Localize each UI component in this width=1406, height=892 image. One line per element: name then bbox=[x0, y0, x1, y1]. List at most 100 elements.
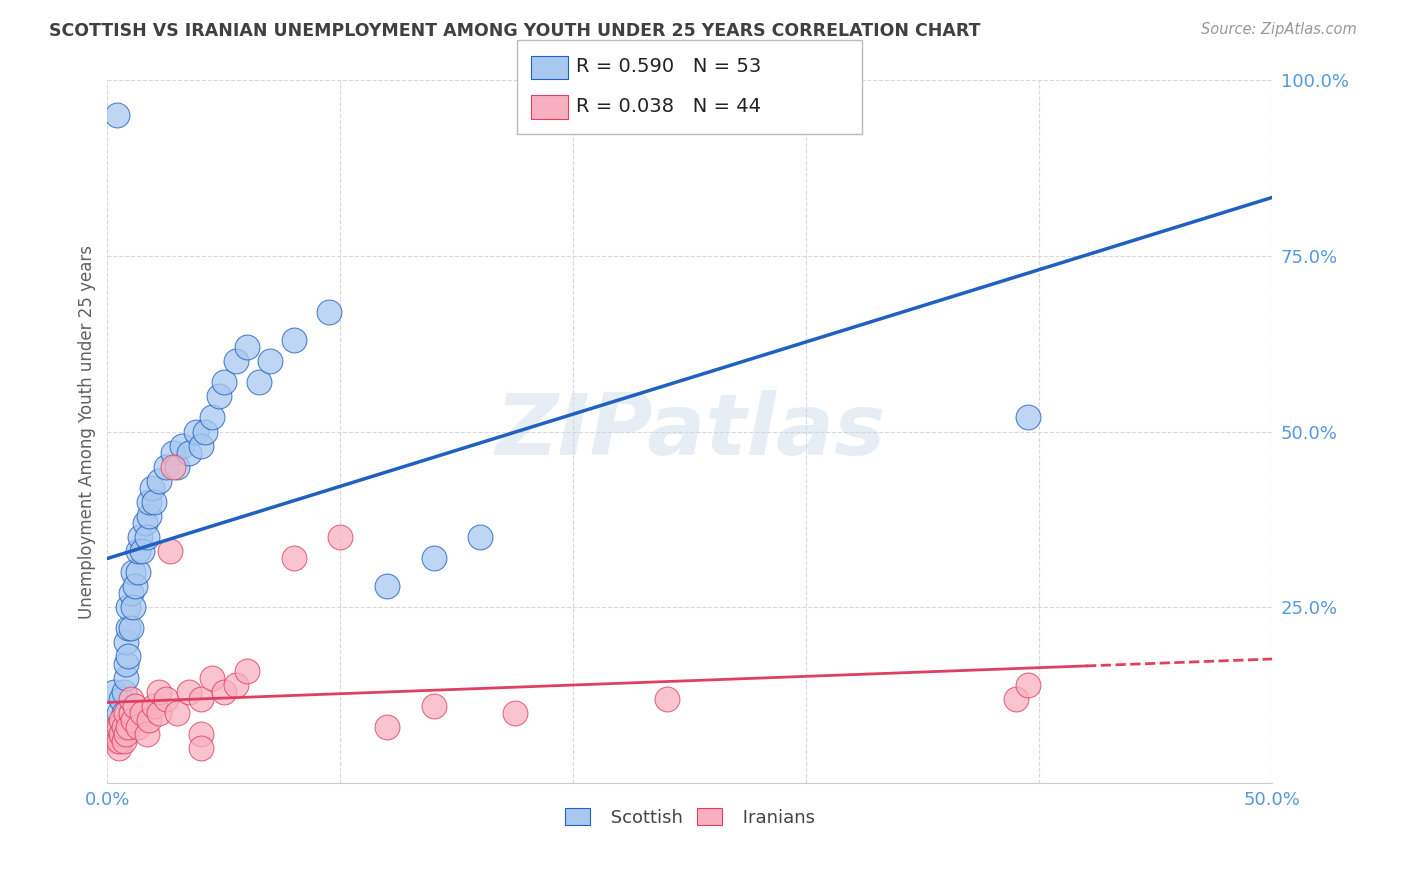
Point bbox=[177, 684, 200, 698]
Point bbox=[236, 664, 259, 678]
Y-axis label: Unemployment Among Youth under 25 years: Unemployment Among Youth under 25 years bbox=[79, 244, 96, 618]
Point bbox=[190, 439, 212, 453]
Point bbox=[212, 684, 235, 698]
Point bbox=[162, 445, 184, 459]
Point bbox=[201, 410, 224, 425]
Point bbox=[422, 551, 444, 566]
Point bbox=[131, 544, 153, 558]
Point bbox=[117, 621, 139, 635]
Point bbox=[120, 691, 142, 706]
Point bbox=[136, 530, 159, 544]
Point bbox=[134, 516, 156, 530]
Point bbox=[1005, 691, 1028, 706]
Point bbox=[259, 354, 281, 368]
Point bbox=[283, 333, 305, 347]
Point bbox=[138, 713, 160, 727]
Point bbox=[124, 579, 146, 593]
Point bbox=[108, 740, 131, 755]
Point bbox=[115, 706, 138, 720]
Point bbox=[115, 727, 138, 741]
Point bbox=[375, 720, 398, 734]
Point bbox=[194, 425, 217, 439]
Point bbox=[166, 459, 188, 474]
Point bbox=[655, 691, 678, 706]
Point bbox=[108, 706, 131, 720]
Text: SCOTTISH VS IRANIAN UNEMPLOYMENT AMONG YOUTH UNDER 25 YEARS CORRELATION CHART: SCOTTISH VS IRANIAN UNEMPLOYMENT AMONG Y… bbox=[49, 22, 981, 40]
Point bbox=[470, 530, 492, 544]
Point bbox=[155, 459, 177, 474]
Point bbox=[131, 706, 153, 720]
Point bbox=[112, 720, 135, 734]
Point bbox=[1017, 410, 1039, 425]
Point bbox=[155, 691, 177, 706]
Point bbox=[184, 425, 207, 439]
Point bbox=[208, 389, 231, 403]
Point bbox=[112, 727, 135, 741]
Point bbox=[103, 727, 125, 741]
Text: ZIPatlas: ZIPatlas bbox=[495, 390, 884, 473]
Point bbox=[105, 108, 128, 122]
Point bbox=[129, 530, 152, 544]
Point bbox=[117, 649, 139, 664]
Point bbox=[1017, 678, 1039, 692]
Point bbox=[112, 734, 135, 748]
Point bbox=[110, 727, 132, 741]
Point bbox=[138, 508, 160, 523]
Point bbox=[105, 720, 128, 734]
Point bbox=[108, 734, 131, 748]
Point bbox=[143, 495, 166, 509]
Point bbox=[318, 305, 340, 319]
Point bbox=[110, 720, 132, 734]
Point bbox=[120, 621, 142, 635]
Point bbox=[127, 565, 149, 579]
Point bbox=[148, 474, 170, 488]
Point bbox=[117, 720, 139, 734]
Point bbox=[247, 376, 270, 390]
Point bbox=[110, 713, 132, 727]
Point bbox=[103, 684, 125, 698]
Point bbox=[225, 354, 247, 368]
Point bbox=[190, 727, 212, 741]
Point bbox=[112, 684, 135, 698]
Point bbox=[105, 734, 128, 748]
Point bbox=[148, 684, 170, 698]
Point bbox=[108, 720, 131, 734]
Text: R = 0.590   N = 53: R = 0.590 N = 53 bbox=[576, 57, 762, 77]
Point bbox=[190, 691, 212, 706]
Point bbox=[162, 459, 184, 474]
Point bbox=[108, 727, 131, 741]
Point bbox=[170, 439, 193, 453]
Point bbox=[225, 678, 247, 692]
Legend:  Scottish,  Iranians: Scottish, Iranians bbox=[558, 800, 823, 834]
Point bbox=[166, 706, 188, 720]
Point bbox=[136, 727, 159, 741]
Point bbox=[115, 657, 138, 671]
Point bbox=[201, 671, 224, 685]
Point bbox=[190, 740, 212, 755]
Point bbox=[329, 530, 352, 544]
Point bbox=[122, 600, 145, 615]
Point bbox=[141, 481, 163, 495]
Point bbox=[422, 698, 444, 713]
Text: Source: ZipAtlas.com: Source: ZipAtlas.com bbox=[1201, 22, 1357, 37]
Point bbox=[503, 706, 526, 720]
Point bbox=[117, 600, 139, 615]
Point bbox=[283, 551, 305, 566]
Point bbox=[115, 635, 138, 649]
Point bbox=[127, 544, 149, 558]
Point bbox=[120, 586, 142, 600]
Point bbox=[212, 376, 235, 390]
Point bbox=[143, 698, 166, 713]
Point bbox=[120, 706, 142, 720]
Point bbox=[124, 698, 146, 713]
Point bbox=[110, 691, 132, 706]
Point bbox=[127, 720, 149, 734]
Point bbox=[159, 544, 181, 558]
Point bbox=[112, 706, 135, 720]
Point bbox=[105, 720, 128, 734]
Point bbox=[122, 565, 145, 579]
Point bbox=[236, 340, 259, 354]
Point bbox=[122, 713, 145, 727]
Point bbox=[375, 579, 398, 593]
Point bbox=[115, 671, 138, 685]
